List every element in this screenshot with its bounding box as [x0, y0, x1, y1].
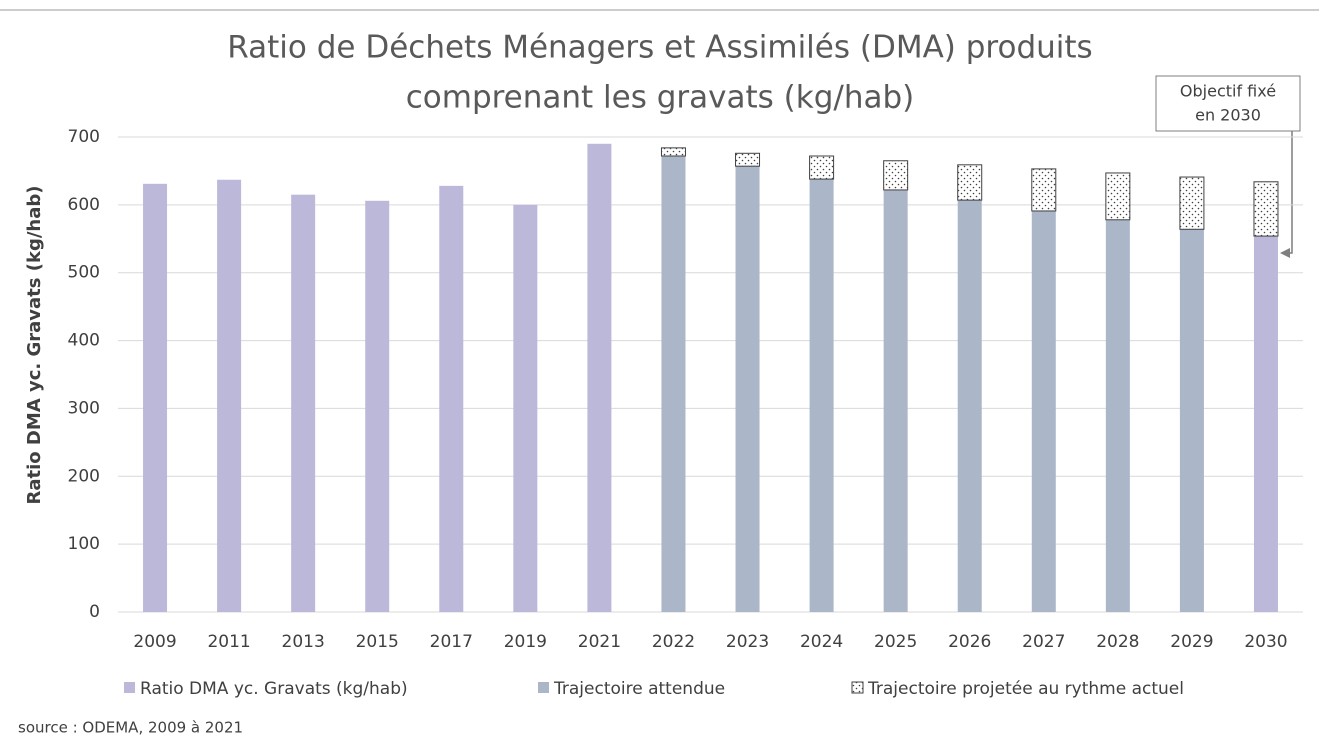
x-tick-label: 2024 — [800, 632, 843, 652]
bar — [735, 152, 761, 167]
x-tick-label: 2023 — [726, 632, 769, 652]
annotation-arrow — [1284, 131, 1293, 254]
bar — [660, 147, 686, 157]
x-tick-label: 2017 — [430, 632, 473, 652]
legend-swatch — [124, 682, 135, 693]
bar — [587, 143, 612, 613]
y-tick-label: 100 — [68, 534, 100, 554]
x-tick-label: 2015 — [356, 632, 399, 652]
bar — [735, 166, 760, 612]
y-tick-label: 0 — [89, 602, 100, 622]
y-tick-label: 300 — [68, 398, 100, 418]
y-axis-title: Ratio DMA yc. Gravats (kg/hab) — [24, 186, 45, 505]
legend-swatch — [851, 681, 864, 694]
annotation: en 2030 — [1195, 106, 1261, 125]
x-tick-label: 2025 — [874, 632, 917, 652]
bar — [1031, 168, 1057, 212]
bar — [1179, 176, 1205, 230]
x-tick-label: 2027 — [1022, 632, 1065, 652]
bar — [809, 155, 835, 180]
legend-label: Ratio DMA yc. Gravats (kg/hab) — [140, 679, 408, 699]
bar — [1253, 236, 1278, 613]
x-tick-label: 2030 — [1244, 632, 1287, 652]
x-tick-label: 2013 — [282, 632, 325, 652]
bar — [1105, 172, 1131, 221]
bar — [1179, 229, 1204, 613]
bar — [513, 204, 538, 612]
bar — [1105, 219, 1130, 613]
x-tick-label: 2021 — [578, 632, 621, 652]
chart-title: Ratio de Déchets Ménagers et Assimilés (… — [227, 30, 1092, 66]
bar — [883, 189, 908, 612]
y-tick-label: 400 — [68, 331, 100, 351]
bar — [365, 200, 390, 613]
annotation-box — [1155, 75, 1301, 132]
x-tick-label: 2009 — [133, 632, 176, 652]
bar — [957, 200, 982, 612]
bar — [957, 164, 983, 201]
bar — [291, 194, 316, 612]
x-tick-label: 2029 — [1170, 632, 1213, 652]
source: source : ODEMA, 2009 à 2021 — [18, 719, 243, 737]
bar — [143, 183, 168, 613]
y-tick-label: 500 — [68, 263, 100, 283]
x-tick-label: 2028 — [1096, 632, 1139, 652]
bar — [439, 185, 464, 612]
bar — [883, 160, 909, 191]
bar — [217, 179, 242, 612]
legend-label: Trajectoire attendue — [553, 679, 725, 699]
x-tick-label: 2019 — [504, 632, 547, 652]
y-tick-label: 700 — [68, 127, 100, 147]
x-tick-label: 2022 — [652, 632, 695, 652]
bar — [1253, 181, 1279, 237]
y-tick-label: 200 — [68, 466, 100, 486]
x-tick-label: 2026 — [948, 632, 991, 652]
bar — [809, 179, 834, 613]
annotation: Objectif fixé — [1180, 82, 1276, 101]
x-tick-label: 2011 — [207, 632, 250, 652]
annotation-arrowhead — [1280, 248, 1290, 258]
bar — [661, 156, 686, 612]
legend-swatch — [538, 682, 549, 693]
legend-label: Trajectoire projetée au rythme actuel — [867, 679, 1184, 699]
y-tick-label: 600 — [68, 195, 100, 215]
bar — [1031, 210, 1056, 612]
chart-title: comprenant les gravats (kg/hab) — [406, 80, 915, 116]
